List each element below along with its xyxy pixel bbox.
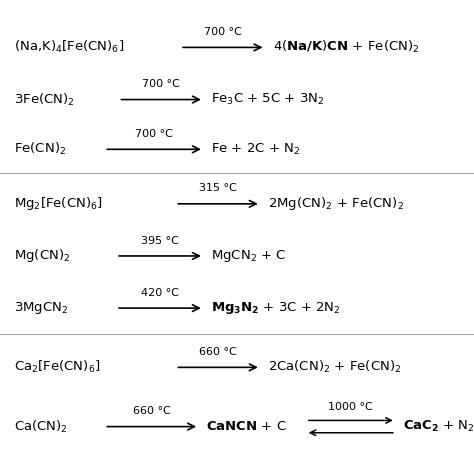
Text: Fe$_3$C + 5C + 3N$_2$: Fe$_3$C + 5C + 3N$_2$ [211,92,324,107]
Text: $\mathbf{CaC_2}$ + N$_2$: $\mathbf{CaC_2}$ + N$_2$ [403,419,474,434]
Text: 700 °C: 700 °C [204,27,242,37]
Text: Fe + 2C + N$_2$: Fe + 2C + N$_2$ [211,142,301,157]
Text: Ca(CN)$_2$: Ca(CN)$_2$ [14,419,68,435]
Text: (Na,K)$_4$[Fe(CN)$_6$]: (Na,K)$_4$[Fe(CN)$_6$] [14,39,125,55]
Text: 3Fe(CN)$_2$: 3Fe(CN)$_2$ [14,91,75,108]
Text: 700 °C: 700 °C [142,79,180,89]
Text: 1000 °C: 1000 °C [328,402,373,412]
Text: 2Mg(CN)$_2$ + Fe(CN)$_2$: 2Mg(CN)$_2$ + Fe(CN)$_2$ [268,195,404,212]
Text: Mg$_2$[Fe(CN)$_6$]: Mg$_2$[Fe(CN)$_6$] [14,195,103,212]
Text: 315 °C: 315 °C [199,183,237,193]
Text: 660 °C: 660 °C [199,347,237,357]
Text: MgCN$_2$ + C: MgCN$_2$ + C [211,248,286,264]
Text: 660 °C: 660 °C [133,406,171,416]
Text: 2Ca(CN)$_2$ + Fe(CN)$_2$: 2Ca(CN)$_2$ + Fe(CN)$_2$ [268,359,401,375]
Text: $\mathbf{Mg_3N_2}$ + 3C + 2N$_2$: $\mathbf{Mg_3N_2}$ + 3C + 2N$_2$ [211,300,341,316]
Text: 700 °C: 700 °C [135,129,173,139]
Text: Mg(CN)$_2$: Mg(CN)$_2$ [14,247,71,264]
Text: Fe(CN)$_2$: Fe(CN)$_2$ [14,141,66,157]
Text: 3MgCN$_2$: 3MgCN$_2$ [14,300,69,316]
Text: $\mathbf{CaNCN}$ + C: $\mathbf{CaNCN}$ + C [206,420,287,433]
Text: 395 °C: 395 °C [141,236,179,246]
Text: 420 °C: 420 °C [141,288,179,298]
Text: Ca$_2$[Fe(CN)$_6$]: Ca$_2$[Fe(CN)$_6$] [14,359,100,375]
Text: 4($\mathbf{Na/K}$)$\mathbf{CN}$ + Fe(CN)$_2$: 4($\mathbf{Na/K}$)$\mathbf{CN}$ + Fe(CN)… [273,39,419,55]
